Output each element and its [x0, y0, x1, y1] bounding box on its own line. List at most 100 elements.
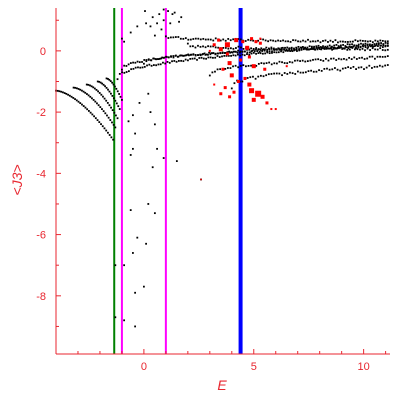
band-3-point	[351, 40, 354, 43]
branch-3-point	[114, 99, 117, 102]
band-3-point	[374, 39, 377, 42]
band-4-point	[232, 47, 235, 50]
scatter-point	[136, 25, 139, 28]
band-5-point	[263, 62, 265, 65]
branch-0-point	[105, 129, 108, 132]
band-4-point	[338, 46, 341, 49]
band-3-point	[232, 38, 235, 41]
band-0-point	[255, 52, 257, 55]
band-5-point	[247, 65, 250, 67]
band-4-point	[348, 48, 351, 51]
band-1-point	[322, 45, 324, 48]
branch-1-point	[104, 112, 107, 115]
branch-1-point	[86, 93, 88, 95]
scatter-point	[153, 34, 156, 37]
branch-1-point	[96, 102, 98, 105]
band-6-point	[265, 74, 268, 77]
branch-1-point	[87, 94, 90, 97]
branch-2-point	[108, 104, 111, 107]
band-1-point	[306, 46, 309, 49]
x-tick-label: 10	[358, 361, 370, 373]
band-2-point	[357, 46, 360, 49]
band-2-point	[332, 48, 335, 50]
band-4-point	[308, 48, 311, 51]
band-2-point	[364, 46, 367, 49]
band-0-point	[382, 44, 385, 47]
band-2-point	[204, 53, 207, 56]
scatter-point	[123, 319, 126, 322]
band-6-point	[384, 64, 387, 67]
band-2-point	[211, 52, 214, 55]
band-3-point	[182, 37, 185, 40]
band-0-point	[127, 70, 130, 73]
band-4-point	[328, 47, 331, 50]
band-5-point	[245, 65, 247, 68]
band-4-point	[305, 48, 308, 51]
band-0-point	[134, 66, 137, 69]
band-0-point	[125, 71, 128, 73]
branch-3-point	[115, 102, 118, 105]
branch-3-point	[101, 82, 104, 85]
band-1-point	[326, 45, 329, 48]
band-5-point	[306, 60, 309, 63]
branch-0-point	[93, 115, 95, 118]
band-1-point	[208, 51, 210, 54]
band-6-point	[233, 82, 236, 85]
axes	[55, 8, 390, 355]
band-2-point	[278, 48, 281, 51]
band-1-point	[183, 54, 186, 57]
band-3-point	[284, 40, 287, 43]
scatter-point	[167, 10, 169, 12]
band-1-point	[281, 46, 284, 49]
band-1-point	[255, 48, 257, 51]
band-3-point	[174, 36, 177, 38]
highlight-point	[212, 43, 216, 47]
branch-2-point	[97, 90, 99, 93]
scatter-point	[132, 252, 134, 254]
band-3-point	[214, 37, 217, 40]
band-1-point	[333, 44, 336, 47]
band-2-point	[381, 46, 384, 48]
band-4-point	[197, 44, 199, 47]
highlight-point	[270, 108, 273, 111]
branch-2-point	[90, 85, 93, 88]
band-0-point	[214, 56, 217, 59]
scatter-point	[171, 13, 174, 16]
band-6-point	[381, 65, 384, 68]
band-6-point	[344, 67, 347, 69]
band-6-point	[318, 69, 320, 72]
band-2-point	[300, 47, 303, 50]
band-3-point	[369, 40, 372, 43]
y-tick-label: -4	[36, 168, 46, 180]
band-0-point	[268, 52, 271, 55]
band-6-point	[257, 75, 260, 78]
band-4-point	[310, 46, 313, 49]
scatter-point	[136, 236, 139, 239]
band-5-point	[281, 61, 283, 64]
band-4-point	[194, 46, 197, 49]
band-3-point	[329, 39, 332, 42]
band-0-point	[248, 53, 251, 56]
highlight-point	[259, 37, 262, 40]
scatter-point	[142, 285, 145, 288]
band-4-point	[331, 48, 334, 51]
band-6-point	[349, 67, 352, 70]
band-3-point	[364, 40, 367, 42]
band-0-point	[311, 48, 314, 50]
band-6-point	[252, 75, 254, 78]
band-6-point	[241, 80, 244, 83]
band-0-point	[348, 45, 351, 48]
scatter-point	[145, 22, 147, 25]
band-3-point	[269, 39, 272, 42]
band-5-point	[324, 57, 327, 60]
band-2-point	[362, 45, 365, 48]
band-1-point	[203, 52, 206, 55]
band-1-point	[125, 65, 128, 67]
band-6-point	[299, 71, 302, 74]
band-0-point	[173, 60, 176, 62]
band-6-point	[339, 69, 342, 72]
branch-3-point	[108, 90, 111, 93]
band-0-point	[130, 68, 133, 71]
x-tick-label: 5	[251, 361, 257, 373]
highlight-point	[232, 90, 236, 94]
